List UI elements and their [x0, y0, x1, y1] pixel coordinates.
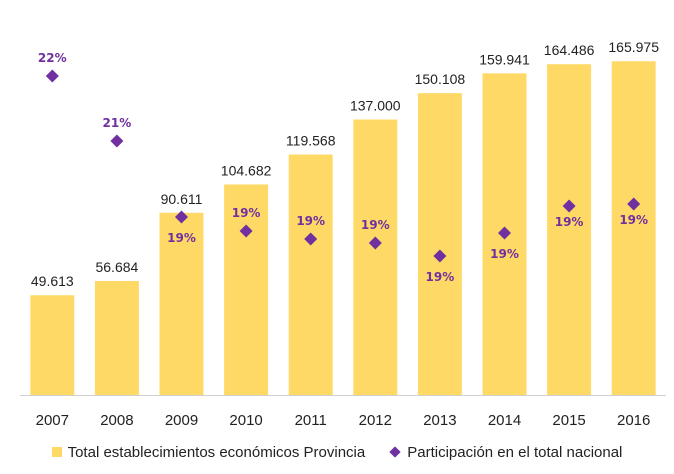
- bar-2015: [547, 64, 592, 395]
- x-tick-2016: 2016: [617, 412, 650, 429]
- bar-2016: [611, 61, 656, 395]
- bar-2013: [417, 93, 462, 395]
- bar-2008: [94, 281, 139, 395]
- marker-2012: [368, 236, 382, 250]
- x-tick-2007: 2007: [36, 412, 69, 429]
- bar-label-2012: 137.000: [350, 97, 401, 113]
- legend: Total establecimientos económicos Provin…: [0, 438, 674, 466]
- marker-label-2009: 19%: [167, 231, 196, 245]
- bar-series: [30, 61, 656, 395]
- legend-item-bars: Total establecimientos económicos Provin…: [51, 443, 366, 461]
- marker-data-labels: 22% 21% 19% 19% 19% 19% 19% 19% 19% 19%: [38, 51, 648, 284]
- marker-label-2007: 22%: [38, 51, 67, 65]
- bar-2012: [353, 119, 398, 395]
- x-tick-2011: 2011: [295, 412, 327, 429]
- bar-label-2011: 119.568: [286, 133, 336, 149]
- legend-bar-swatch: [51, 447, 62, 457]
- bar-2007: [30, 295, 75, 395]
- legend-label-bars: Total establecimientos económicos Provin…: [67, 443, 366, 461]
- bar-label-2013: 150.108: [415, 71, 466, 87]
- legend-label-markers: Participación en el total nacional: [407, 443, 623, 461]
- legend-diamond-swatch: [389, 446, 401, 458]
- chart-canvas: 49.613 56.684 90.611 104.682 119.568 137.000 1…: [20, 39, 666, 429]
- x-tick-2010: 2010: [229, 412, 262, 429]
- bar-label-2010: 104.682: [221, 162, 272, 178]
- marker-label-2015: 19%: [555, 215, 584, 229]
- marker-label-2013: 19%: [426, 270, 455, 284]
- marker-2014: [498, 226, 511, 240]
- x-tick-2014: 2014: [488, 412, 521, 429]
- marker-label-2010: 19%: [232, 206, 261, 220]
- x-tick-2008: 2008: [100, 412, 133, 429]
- x-axis-tick-labels: 2007 2008 2009 2010 2011 2012 2013 2014 2015 2016: [36, 412, 651, 429]
- bar-label-2009: 90.611: [161, 191, 203, 207]
- bar-label-2016: 165.975: [608, 39, 659, 55]
- x-tick-2013: 2013: [423, 412, 456, 429]
- bar-2010: [224, 184, 269, 395]
- marker-2010: [239, 224, 253, 238]
- bar-label-2015: 164.486: [544, 42, 595, 58]
- marker-label-2008: 21%: [103, 116, 132, 130]
- marker-label-2011: 19%: [296, 214, 325, 228]
- bar-data-labels: 49.613 56.684 90.611 104.682 119.568 137.000 1…: [31, 39, 659, 289]
- marker-2013: [433, 249, 447, 263]
- marker-2016: [627, 197, 641, 211]
- marker-2008: [110, 134, 124, 148]
- marker-2011: [304, 232, 318, 246]
- x-tick-2009: 2009: [165, 412, 198, 429]
- x-tick-2015: 2015: [552, 412, 585, 429]
- marker-2007: [45, 69, 59, 83]
- marker-label-2016: 19%: [619, 213, 648, 227]
- legend-item-markers: Participación en el total nacional: [389, 443, 623, 461]
- marker-label-2012: 19%: [361, 218, 390, 232]
- bar-label-2008: 56.684: [95, 259, 138, 275]
- marker-2015: [562, 199, 576, 213]
- marker-series: [45, 69, 641, 263]
- bar-label-2014: 159.941: [479, 51, 530, 67]
- marker-2009: [175, 210, 188, 224]
- bar-2011: [288, 154, 333, 395]
- marker-label-2014: 19%: [490, 247, 519, 261]
- bar-2009: [159, 212, 204, 395]
- x-tick-2012: 2012: [359, 412, 392, 429]
- bar-label-2007: 49.613: [31, 273, 74, 289]
